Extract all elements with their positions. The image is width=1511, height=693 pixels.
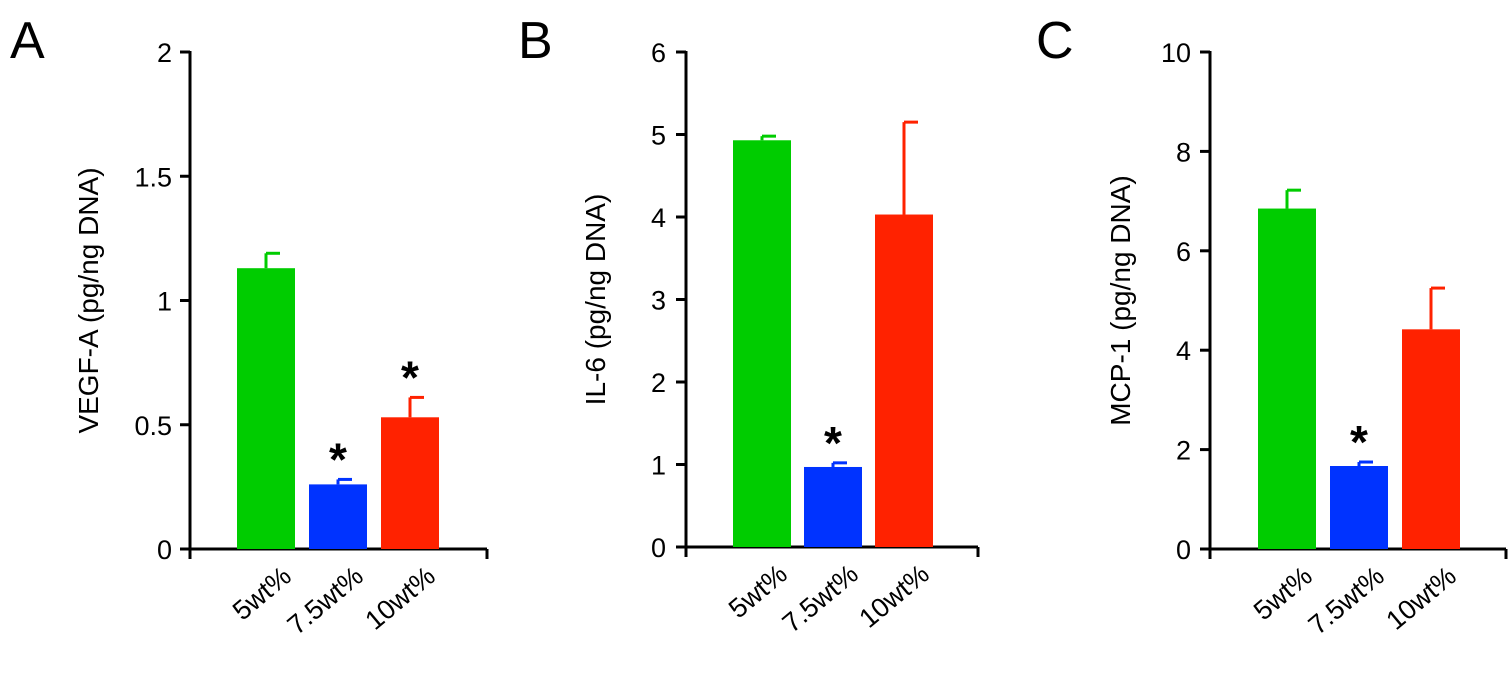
y-tick-label: 2 [157,38,172,68]
panel-label: C [1036,12,1074,70]
bar-3 [1402,329,1460,549]
category-label: 7.5wt% [777,559,864,639]
y-tick-label: 1.5 [134,162,172,192]
significance-marker: * [329,433,347,485]
significance-marker: * [824,417,842,469]
y-axis-title: MCP-1 (pg/ng DNA) [1105,175,1136,426]
y-tick-label: 1 [157,287,172,317]
y-tick-label: 0 [651,533,666,563]
bar-3 [381,417,439,549]
panel-label: A [10,12,45,70]
bar-1 [237,268,295,549]
category-label: 10wt% [853,559,934,634]
bar-2 [804,466,862,547]
y-tick-label: 3 [651,286,666,316]
y-tick-label: 6 [651,38,666,68]
y-tick-label: 0 [157,535,172,565]
bar-1 [733,140,791,547]
bar-2 [1330,466,1388,549]
bar-1 [1258,208,1316,549]
y-tick-label: 6 [1176,237,1191,267]
y-tick-label: 10 [1161,38,1191,68]
category-label: 10wt% [1380,561,1461,636]
y-tick-label: 4 [1176,336,1191,366]
category-label: 7.5wt% [282,561,369,641]
significance-marker: * [401,351,419,403]
significance-marker: * [1350,416,1368,468]
y-tick-label: 0 [1176,535,1191,565]
y-tick-label: 4 [651,203,666,233]
y-tick-label: 2 [1176,436,1191,466]
y-axis-title: IL-6 (pg/ng DNA) [580,194,611,406]
bar-3 [875,214,933,547]
y-tick-label: 8 [1176,137,1191,167]
y-tick-label: 2 [651,368,666,398]
y-axis-title: VEGF-A (pg/ng DNA) [73,167,104,433]
category-label: 7.5wt% [1303,561,1390,641]
bar-2 [309,484,367,549]
y-tick-label: 0.5 [134,411,172,441]
y-tick-label: 1 [651,451,666,481]
panel-label: B [518,12,553,70]
category-label: 10wt% [359,561,440,636]
y-tick-label: 5 [651,121,666,151]
